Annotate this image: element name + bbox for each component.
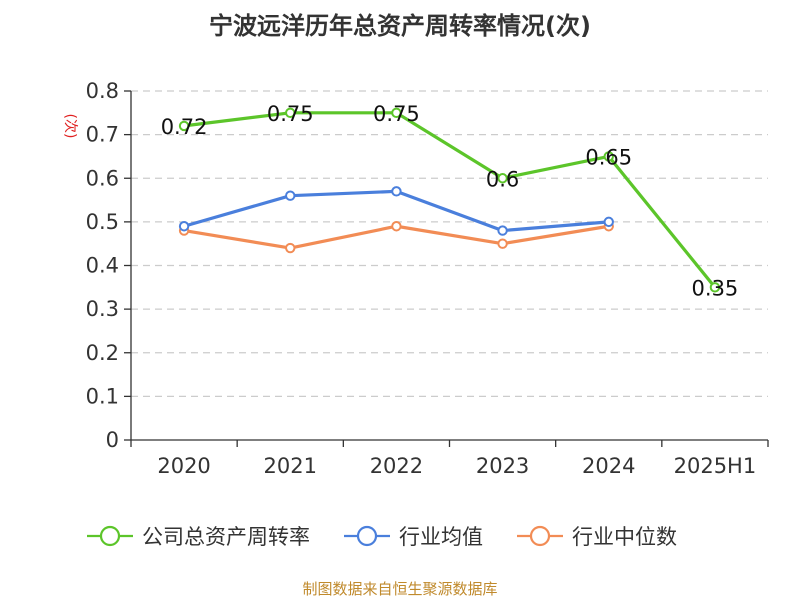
- data-point: [391, 107, 402, 119]
- series-lines: [178, 107, 721, 293]
- y-tick-label: 0.7: [86, 123, 119, 147]
- legend: 公司总资产周转率 行业均值 行业中位数: [87, 525, 677, 549]
- data-point: [709, 282, 721, 293]
- data-point: [178, 120, 190, 132]
- axes: 0 0.1 0.2 0.3 0.4 0.5 0.6 0.7 0.8 2020 2021 2022 202…: [62, 79, 769, 478]
- legend-label: 行业中位数: [572, 525, 677, 549]
- data-point: [178, 221, 190, 232]
- data-point: [285, 242, 296, 254]
- legend-swatch-marker: [99, 525, 121, 547]
- y-tick-label: 0.5: [86, 210, 119, 234]
- data-point: [603, 151, 614, 162]
- data-point: [497, 225, 508, 236]
- y-axis-unit-label: (次): [62, 114, 78, 139]
- legend-swatch-marker: [356, 525, 378, 547]
- y-tick-label: 0.1: [86, 384, 119, 408]
- y-tick-label: 0.4: [86, 254, 119, 278]
- x-tick-label: 2024: [582, 454, 635, 478]
- data-point: [497, 238, 508, 249]
- data-labels: 0.72 0.75 0.75 0.6 0.65 0.35: [161, 102, 739, 301]
- x-tick-label: 2021: [264, 454, 317, 478]
- data-point: [285, 190, 296, 201]
- chart-title: 宁波远洋历年总资产周转率情况(次): [209, 12, 591, 40]
- data-label: 0.6: [486, 167, 519, 191]
- legend-label: 公司总资产周转率: [142, 525, 310, 549]
- x-tick-label: 2020: [157, 454, 210, 478]
- data-label: 0.65: [585, 145, 632, 169]
- data-point: [603, 216, 614, 228]
- legend-swatch-marker: [529, 525, 551, 547]
- y-tick-label: 0: [106, 428, 119, 452]
- y-tick-label: 0.3: [86, 297, 119, 321]
- data-point: [391, 221, 402, 232]
- x-tick-label: 2022: [370, 454, 423, 478]
- data-point: [285, 107, 296, 119]
- x-tick-label: 2023: [476, 454, 529, 478]
- grid-lines: [131, 90, 768, 398]
- legend-label: 行业均值: [399, 525, 483, 549]
- data-label: 0.35: [692, 276, 739, 300]
- data-label: 0.75: [267, 102, 314, 126]
- y-tick-label: 0.6: [86, 166, 119, 190]
- y-tick-label: 0.2: [86, 341, 119, 365]
- data-point: [497, 173, 508, 184]
- x-tick-label: 2025H1: [674, 454, 757, 478]
- data-label: 0.72: [161, 115, 208, 139]
- y-tick-label: 0.8: [86, 79, 119, 103]
- data-point: [391, 186, 402, 197]
- source-note: 制图数据来自恒生聚源数据库: [302, 580, 498, 598]
- series-line: [182, 111, 717, 289]
- data-label: 0.75: [373, 102, 420, 126]
